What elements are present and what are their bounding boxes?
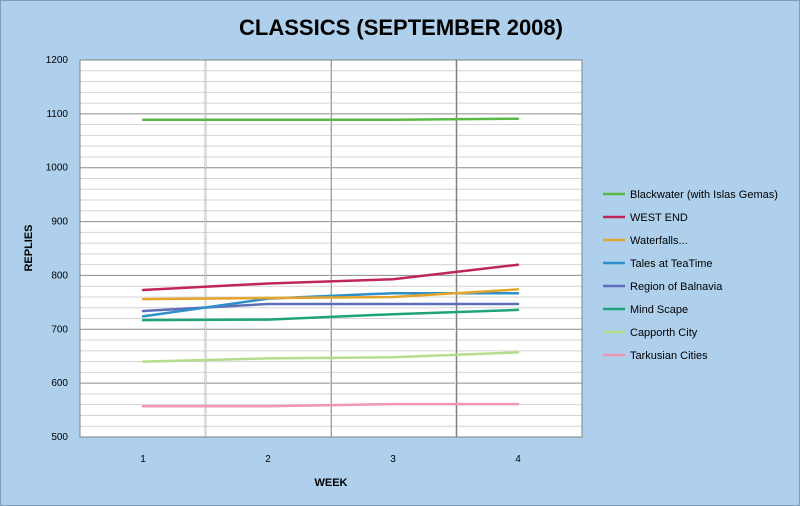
y-tick-label: 1100 [46,109,68,120]
legend-label: Tales at TeaTime [630,258,713,270]
y-tick-label: 700 [51,324,68,335]
legend-label: WEST END [630,212,688,224]
series-line [141,351,520,363]
series-line [141,263,520,292]
plot-border [79,59,583,438]
y-tick-label: 600 [51,378,68,389]
series-line [141,288,520,301]
legend-label: Waterfalls... [630,235,688,247]
x-tick-label: 4 [515,454,521,465]
legend-label: Tarkusian Cities [630,350,708,362]
y-axis-title: REPLIES [23,224,35,271]
x-axis-title: WEEK [315,477,348,489]
chart-title: CLASSICS (SEPTEMBER 2008) [239,15,563,40]
series-line [141,117,520,122]
y-tick-label: 1200 [46,55,69,66]
y-axis-ticks: 500 600 700 800 900 1000 1100 1200 [46,55,69,443]
series-line [141,308,520,322]
y-tick-label: 1000 [46,163,69,174]
x-tick-label: 1 [140,454,146,465]
x-axis-ticks: 1 2 3 4 [140,454,521,465]
y-tick-label: 900 [51,217,68,228]
x-tick-label: 3 [390,454,396,465]
series-lines [141,117,520,408]
legend-label: Region of Balnavia [630,281,723,293]
y-tick-label: 800 [51,270,68,281]
legend-label: Mind Scape [630,304,688,316]
y-tick-label: 500 [51,432,68,443]
series-line [141,402,520,408]
legend-label: Blackwater (with Islas Gemas) [630,189,778,201]
legend: Blackwater (with Islas Gemas) WEST END Wat… [603,189,778,362]
legend-label: Capporth City [630,327,698,339]
x-tick-label: 2 [265,454,271,465]
